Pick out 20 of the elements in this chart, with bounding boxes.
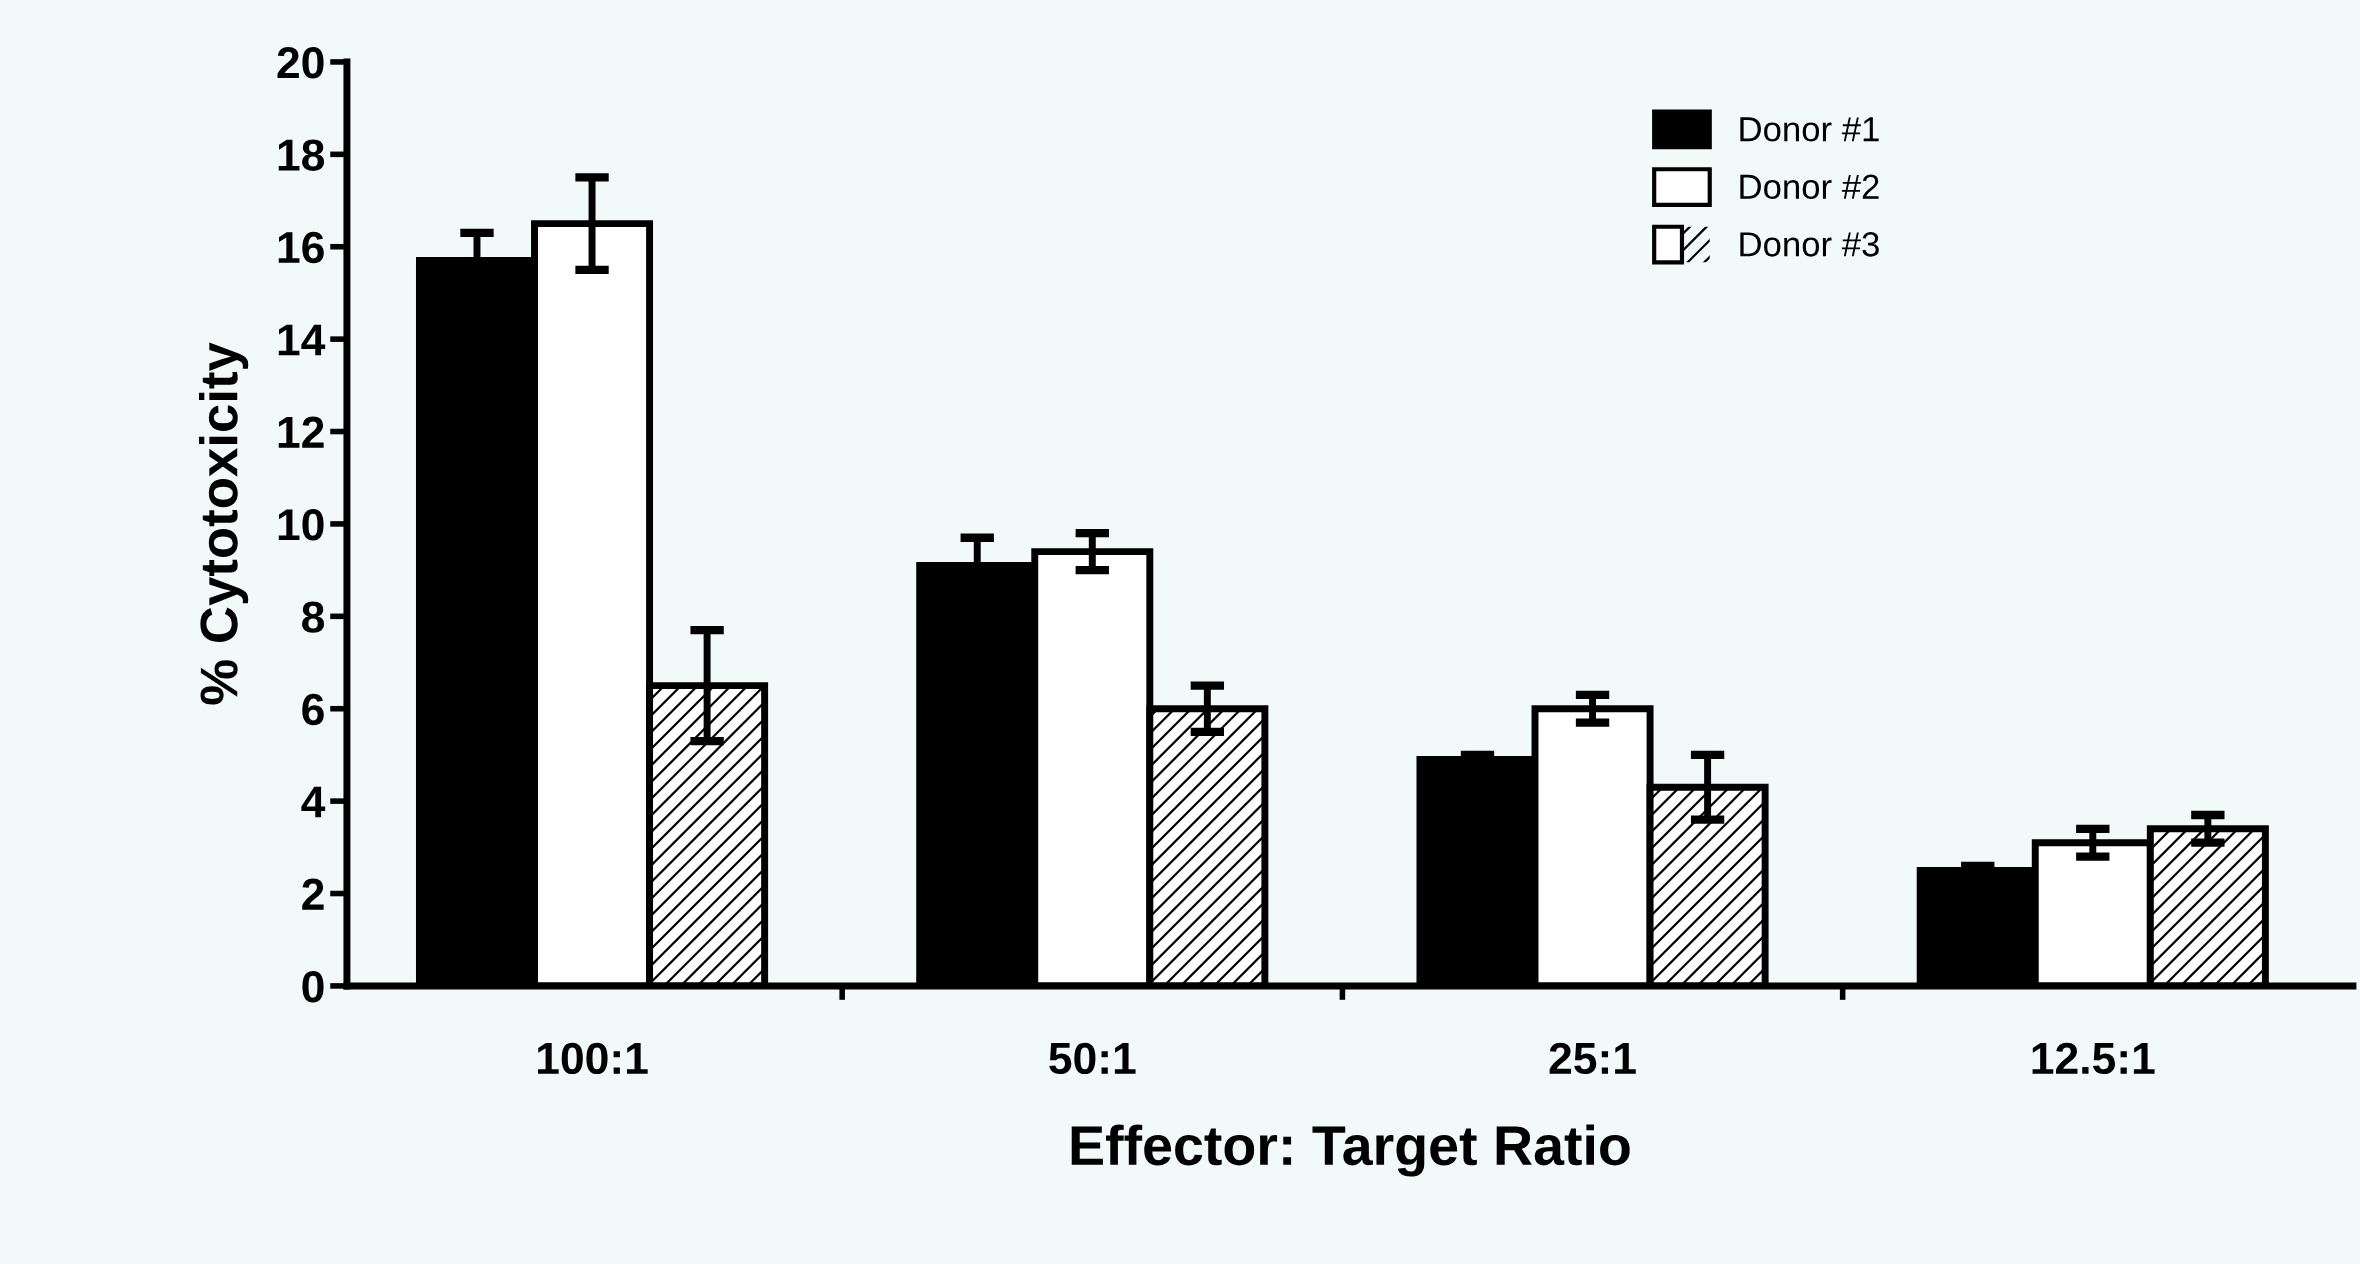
legend-label: Donor #1 <box>1740 117 1879 142</box>
y-tick-label: 10 <box>278 509 324 541</box>
y-tick-label: 16 <box>278 231 324 264</box>
x-axis-title: Effector: Target Ratio <box>1071 1124 1630 1177</box>
legend-label: Donor #3 <box>1740 232 1879 257</box>
y-tick-label: 20 <box>277 47 324 79</box>
y-tick-label: 12 <box>278 416 324 448</box>
y-axis-title: % Cytotoxicity <box>198 342 249 705</box>
x-tick-label: 50:1 <box>1049 1042 1136 1075</box>
legend-label: Donor #2 <box>1740 174 1879 200</box>
x-tick-label: 12.5:1 <box>2032 1042 2155 1075</box>
y-tick-label: 4 <box>301 786 326 818</box>
x-tick-label: 100:1 <box>538 1042 648 1075</box>
y-tick-label: 8 <box>302 601 325 633</box>
y-tick-label: 18 <box>278 139 325 171</box>
y-tick-label: 2 <box>302 878 324 910</box>
y-tick-label: 6 <box>302 693 324 726</box>
y-tick-label: 0 <box>302 970 324 1003</box>
x-tick-label: 25:1 <box>1549 1042 1636 1075</box>
y-tick-label: 14 <box>278 324 326 356</box>
